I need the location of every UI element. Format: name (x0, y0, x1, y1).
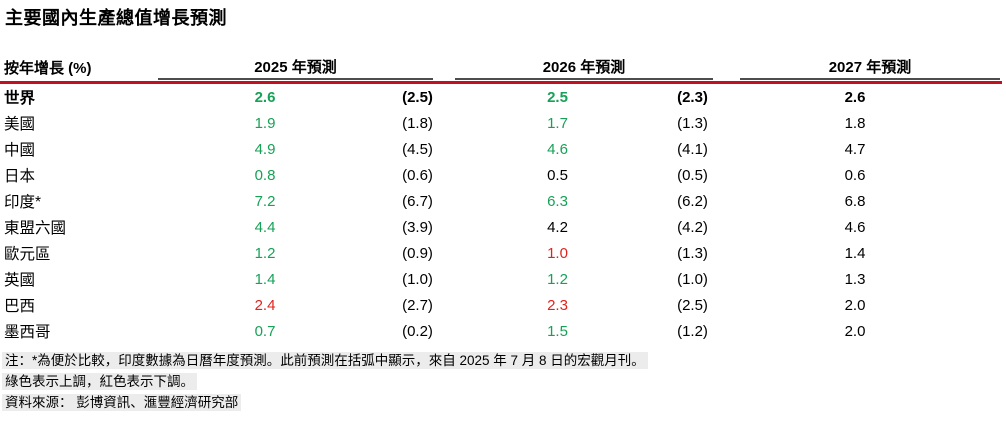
footnote-definition: 注：*為便於比較，印度數據為日曆年度預測。此前預測在括弧中顯示，來自 2025 … (2, 351, 1006, 370)
previous-forecast-value: (4.2) (677, 218, 708, 236)
forecast-value: 1.7 (547, 114, 568, 132)
row-label: 美國 (4, 116, 36, 133)
forecast-value: 4.2 (547, 218, 568, 236)
forecast-value: 1.4 (844, 244, 866, 262)
previous-forecast-value: (0.9) (402, 244, 433, 262)
col-group-2027-label: 2027 年預測 (740, 56, 1000, 80)
previous-forecast-value: (3.9) (402, 218, 433, 236)
footnote-color-legend-text: 綠色表示上調，紅色表示下調。 (2, 373, 197, 390)
row-label: 墨西哥 (4, 324, 51, 341)
forecast-value: 0.7 (254, 322, 276, 340)
previous-forecast-value: (1.0) (677, 270, 708, 288)
previous-forecast-value: (2.3) (677, 88, 708, 106)
table-header-row: 按年增長 (%) 2025 年預測 2026 年預測 2027 年預測 (0, 54, 1006, 80)
previous-forecast-value: (0.6) (402, 166, 433, 184)
forecast-value: 0.6 (844, 166, 866, 184)
forecast-value: 2.0 (844, 296, 866, 314)
forecast-value: 2.0 (844, 322, 866, 340)
forecast-value: 2.5 (547, 88, 568, 106)
table-row: 日本 0.8 (0.6) 0.5 (0.5) 0.6 (0, 162, 1006, 188)
row-label: 中國 (4, 142, 36, 159)
forecast-value: 1.3 (844, 270, 866, 288)
previous-forecast-value: (0.5) (677, 166, 708, 184)
previous-forecast-value: (1.0) (402, 270, 433, 288)
forecast-value: 7.2 (254, 192, 276, 210)
previous-forecast-value: (1.8) (402, 114, 433, 132)
previous-forecast-value: (6.7) (402, 192, 433, 210)
row-label: 印度* (4, 194, 42, 211)
col-group-2026: 2026 年預測 (455, 56, 760, 80)
row-axis-label: 按年增長 (%) (4, 60, 92, 77)
forecast-value: 4.9 (254, 140, 276, 158)
forecast-value: 1.8 (844, 114, 866, 132)
forecast-value: 0.8 (254, 166, 276, 184)
previous-forecast-value: (1.3) (677, 114, 708, 132)
row-label: 日本 (4, 168, 36, 185)
forecast-value: 0.5 (547, 166, 568, 184)
forecast-value: 4.4 (254, 218, 276, 236)
forecast-table: 世界 2.6 (2.5) 2.5 (2.3) 2.6 美國 1.9 (1.8) … (0, 84, 1006, 344)
page-title: 主要國內生產總值增長預測 (5, 8, 227, 28)
forecast-value: 4.6 (547, 140, 568, 158)
table-row: 英國 1.4 (1.0) 1.2 (1.0) 1.3 (0, 266, 1006, 292)
previous-forecast-value: (4.1) (677, 140, 708, 158)
table-row: 巴西 2.4 (2.7) 2.3 (2.5) 2.0 (0, 292, 1006, 318)
forecast-value: 2.3 (547, 296, 568, 314)
table-row: 世界 2.6 (2.5) 2.5 (2.3) 2.6 (0, 84, 1006, 110)
forecast-value: 1.0 (547, 244, 568, 262)
forecast-value: 1.9 (254, 114, 276, 132)
forecast-value: 6.8 (844, 192, 866, 210)
row-label: 世界 (4, 90, 36, 107)
previous-forecast-value: (6.2) (677, 192, 708, 210)
table-row: 美國 1.9 (1.8) 1.7 (1.3) 1.8 (0, 110, 1006, 136)
footnotes: 注：*為便於比較，印度數據為日曆年度預測。此前預測在括弧中顯示，來自 2025 … (2, 351, 1006, 412)
previous-forecast-value: (4.5) (402, 140, 433, 158)
table-row: 印度* 7.2 (6.7) 6.3 (6.2) 6.8 (0, 188, 1006, 214)
footnote-definition-text: 注：*為便於比較，印度數據為日曆年度預測。此前預測在括弧中顯示，來自 2025 … (2, 352, 648, 369)
forecast-value: 1.4 (254, 270, 276, 288)
col-group-2025: 2025 年預測 (158, 56, 490, 80)
previous-forecast-value: (2.5) (402, 88, 433, 106)
col-group-2026-label: 2026 年預測 (455, 56, 713, 80)
forecast-value: 2.6 (844, 88, 866, 106)
col-group-2025-label: 2025 年預測 (158, 56, 433, 80)
table-row: 歐元區 1.2 (0.9) 1.0 (1.3) 1.4 (0, 240, 1006, 266)
forecast-value: 4.7 (844, 140, 866, 158)
forecast-value: 1.2 (547, 270, 568, 288)
footnote-color-legend: 綠色表示上調，紅色表示下調。 (2, 372, 1006, 391)
forecast-value: 2.6 (254, 88, 276, 106)
previous-forecast-value: (2.7) (402, 296, 433, 314)
header-divider-rule (0, 81, 1002, 84)
row-label: 東盟六國 (4, 220, 67, 237)
forecast-value: 1.5 (547, 322, 568, 340)
table-row: 東盟六國 4.4 (3.9) 4.2 (4.2) 4.6 (0, 214, 1006, 240)
previous-forecast-value: (1.3) (677, 244, 708, 262)
row-label: 英國 (4, 272, 36, 289)
forecast-value: 2.4 (254, 296, 276, 314)
row-label: 巴西 (4, 298, 36, 315)
col-group-2027: 2027 年預測 (740, 56, 1006, 80)
previous-forecast-value: (0.2) (402, 322, 433, 340)
table-row: 中國 4.9 (4.5) 4.6 (4.1) 4.7 (0, 136, 1006, 162)
table-row: 墨西哥 0.7 (0.2) 1.5 (1.2) 2.0 (0, 318, 1006, 344)
footnote-source-text: 資料來源： 彭博資訊、滙豐經濟研究部 (2, 394, 242, 411)
previous-forecast-value: (1.2) (677, 322, 708, 340)
forecast-value: 1.2 (254, 244, 276, 262)
previous-forecast-value: (2.5) (677, 296, 708, 314)
row-label: 歐元區 (4, 246, 51, 263)
forecast-value: 4.6 (844, 218, 866, 236)
forecast-value: 6.3 (547, 192, 568, 210)
footnote-source: 資料來源： 彭博資訊、滙豐經濟研究部 (2, 393, 1006, 412)
